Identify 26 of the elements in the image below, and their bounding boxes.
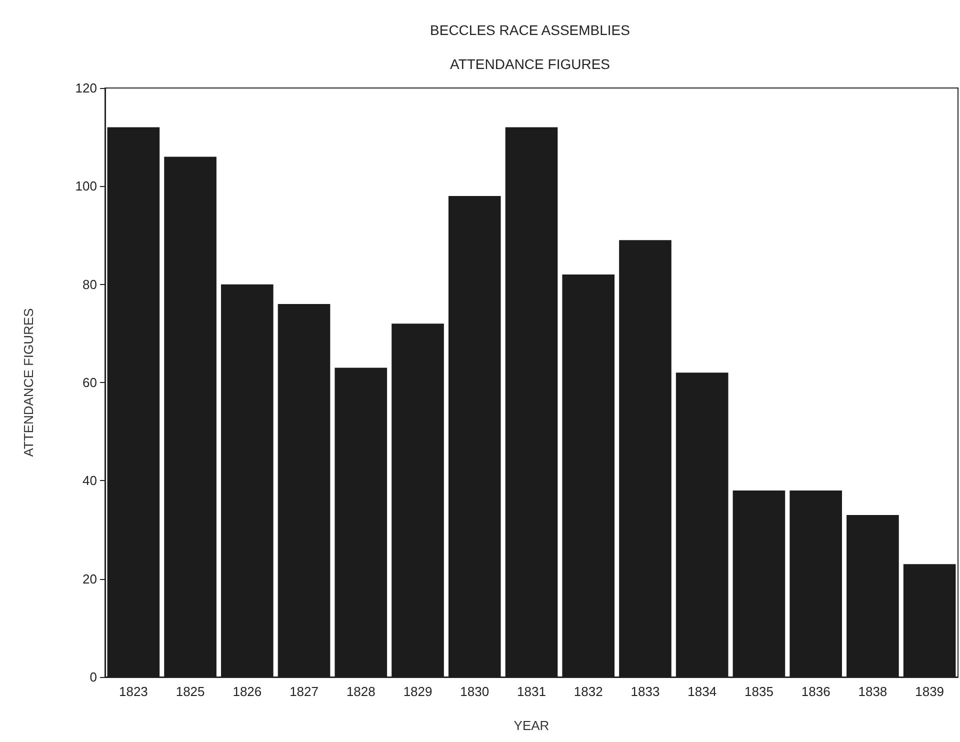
y-tick-label: 0 (90, 670, 97, 684)
chart-title: BECCLES RACE ASSEMBLIES (430, 22, 630, 38)
y-tick-label: 40 (82, 473, 97, 488)
y-tick-label: 100 (75, 178, 97, 194)
x-tick-label: 1839 (915, 684, 944, 699)
x-tick-label: 1825 (176, 684, 205, 699)
y-tick-label: 80 (82, 276, 97, 292)
x-axis-title: YEAR (514, 718, 550, 733)
x-tick-label: 1826 (232, 684, 262, 699)
y-tick-label: 120 (75, 80, 97, 96)
x-tick-label: 1828 (346, 684, 376, 699)
x-tick-label: 1827 (290, 684, 318, 699)
x-tick-label: 1833 (630, 684, 660, 699)
x-tick-label: 1836 (801, 684, 830, 699)
x-tick-label: 1829 (403, 684, 432, 699)
y-tick-label: 60 (82, 375, 97, 390)
y-axis-title: ATTENDANCE FIGURES (21, 308, 36, 457)
x-tick-label: 1834 (688, 684, 717, 699)
x-tick-label: 1830 (460, 684, 490, 699)
x-tick-label: 1823 (118, 684, 148, 699)
x-tick-label: 1838 (858, 684, 888, 699)
chart-subtitle: ATTENDANCE FIGURES (450, 56, 610, 72)
x-tick-label: 1832 (574, 684, 603, 699)
x-tick-label: 1835 (744, 684, 774, 699)
x-tick-label: 1831 (517, 684, 546, 699)
y-tick-label: 20 (82, 571, 97, 586)
